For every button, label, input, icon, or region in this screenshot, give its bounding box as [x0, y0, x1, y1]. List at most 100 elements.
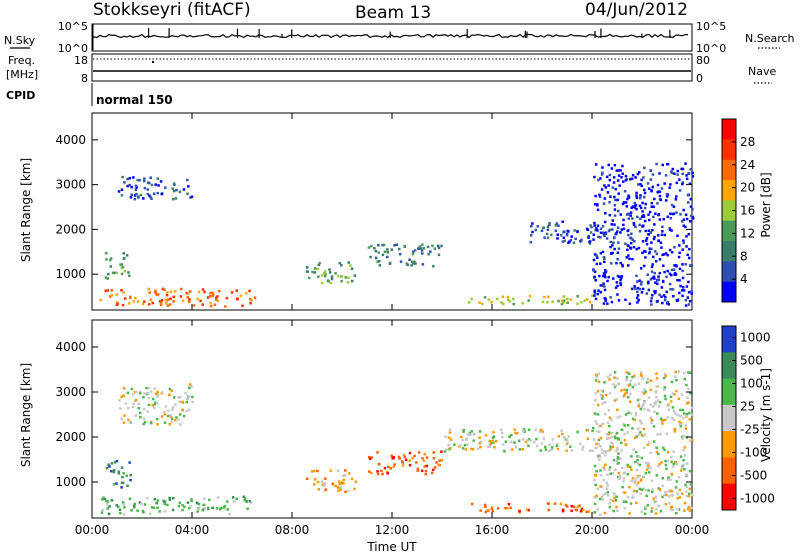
data-cell: [235, 497, 238, 500]
colorbar-tick-label: -25: [740, 423, 760, 437]
data-cell: [606, 421, 610, 425]
data-cell: [115, 482, 118, 485]
data-cell: [640, 456, 644, 460]
data-cell: [562, 299, 566, 302]
data-cell: [566, 301, 569, 304]
data-cell: [613, 496, 616, 499]
data-cell: [662, 376, 666, 380]
data-cell: [453, 443, 456, 446]
data-cell: [160, 192, 163, 196]
data-cell: [321, 483, 325, 486]
data-cell: [225, 296, 229, 300]
data-cell: [150, 197, 153, 200]
data-cell: [105, 258, 108, 261]
data-cell: [687, 201, 690, 204]
data-cell: [655, 162, 658, 166]
data-cell: [487, 298, 491, 301]
data-cell: [595, 446, 598, 450]
data-cell: [99, 298, 102, 302]
data-cell: [691, 438, 694, 442]
data-cell: [671, 508, 674, 512]
data-cell: [686, 296, 690, 299]
data-cell: [595, 254, 598, 257]
data-cell: [437, 246, 441, 250]
data-cell: [655, 446, 658, 449]
data-cell: [623, 392, 627, 395]
data-cell: [564, 438, 568, 441]
data-cell: [160, 299, 164, 302]
data-cell: [488, 445, 491, 448]
data-cell: [153, 402, 157, 406]
data-cell: [370, 471, 373, 475]
data-cell: [527, 438, 531, 441]
data-cell: [599, 513, 602, 516]
data-cell: [655, 474, 658, 477]
data-cell: [617, 471, 621, 475]
data-cell: [392, 465, 395, 468]
data-cell: [544, 448, 548, 451]
data-cell: [607, 432, 610, 436]
data-cell: [548, 443, 551, 446]
data-cell: [468, 431, 472, 435]
data-cell: [223, 504, 227, 508]
data-cell: [510, 433, 513, 437]
data-cell: [681, 269, 684, 273]
data-cell: [596, 292, 599, 296]
data-cell: [386, 248, 389, 251]
data-cell: [603, 454, 607, 457]
data-cell: [685, 174, 688, 177]
data-cell: [163, 421, 167, 424]
data-cell: [642, 487, 645, 490]
data-cell: [600, 389, 604, 392]
data-cell: [555, 222, 559, 225]
data-cell: [531, 230, 534, 234]
data-cell: [548, 221, 551, 225]
data-cell: [119, 407, 122, 410]
data-cell: [623, 491, 627, 494]
data-cell: [643, 433, 647, 436]
data-cell: [637, 183, 640, 186]
data-cell: [150, 506, 154, 509]
data-cell: [643, 166, 646, 170]
data-cell: [316, 480, 320, 484]
data-cell: [245, 500, 248, 503]
data-cell: [609, 296, 612, 299]
data-cell: [652, 205, 655, 208]
data-cell: [501, 435, 504, 439]
data-cell: [249, 302, 252, 305]
data-cell: [628, 257, 631, 261]
data-cell: [478, 430, 482, 433]
data-cell: [622, 218, 625, 222]
data-cell: [122, 387, 126, 390]
data-cell: [603, 234, 606, 237]
data-cell: [651, 294, 654, 297]
data-cell: [672, 450, 675, 453]
data-cell: [588, 242, 592, 245]
data-cell: [575, 508, 579, 512]
data-cell: [668, 186, 671, 189]
data-cell: [245, 292, 248, 295]
data-cell: [146, 188, 149, 191]
data-cell: [643, 206, 647, 210]
data-cell: [186, 296, 189, 299]
data-cell: [594, 228, 597, 232]
data-cell: [522, 438, 525, 441]
data-cell: [627, 217, 631, 220]
data-cell: [535, 437, 538, 441]
data-cell: [624, 443, 627, 446]
data-cell: [635, 468, 639, 472]
data-cell: [658, 172, 661, 175]
data-cell: [688, 182, 692, 185]
data-cell: [378, 260, 381, 263]
data-cell: [122, 421, 126, 424]
data-cell: [437, 253, 441, 257]
data-cell: [647, 409, 651, 412]
data-cell: [556, 237, 559, 240]
data-cell: [603, 413, 607, 416]
data-cell: [524, 440, 528, 444]
data-cell: [547, 449, 551, 453]
data-cell: [612, 241, 615, 244]
data-cell: [679, 414, 682, 418]
data-cell: [171, 406, 175, 409]
data-cell: [659, 433, 662, 436]
